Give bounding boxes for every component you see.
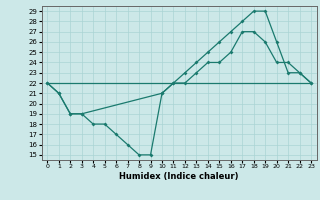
X-axis label: Humidex (Indice chaleur): Humidex (Indice chaleur) <box>119 172 239 181</box>
